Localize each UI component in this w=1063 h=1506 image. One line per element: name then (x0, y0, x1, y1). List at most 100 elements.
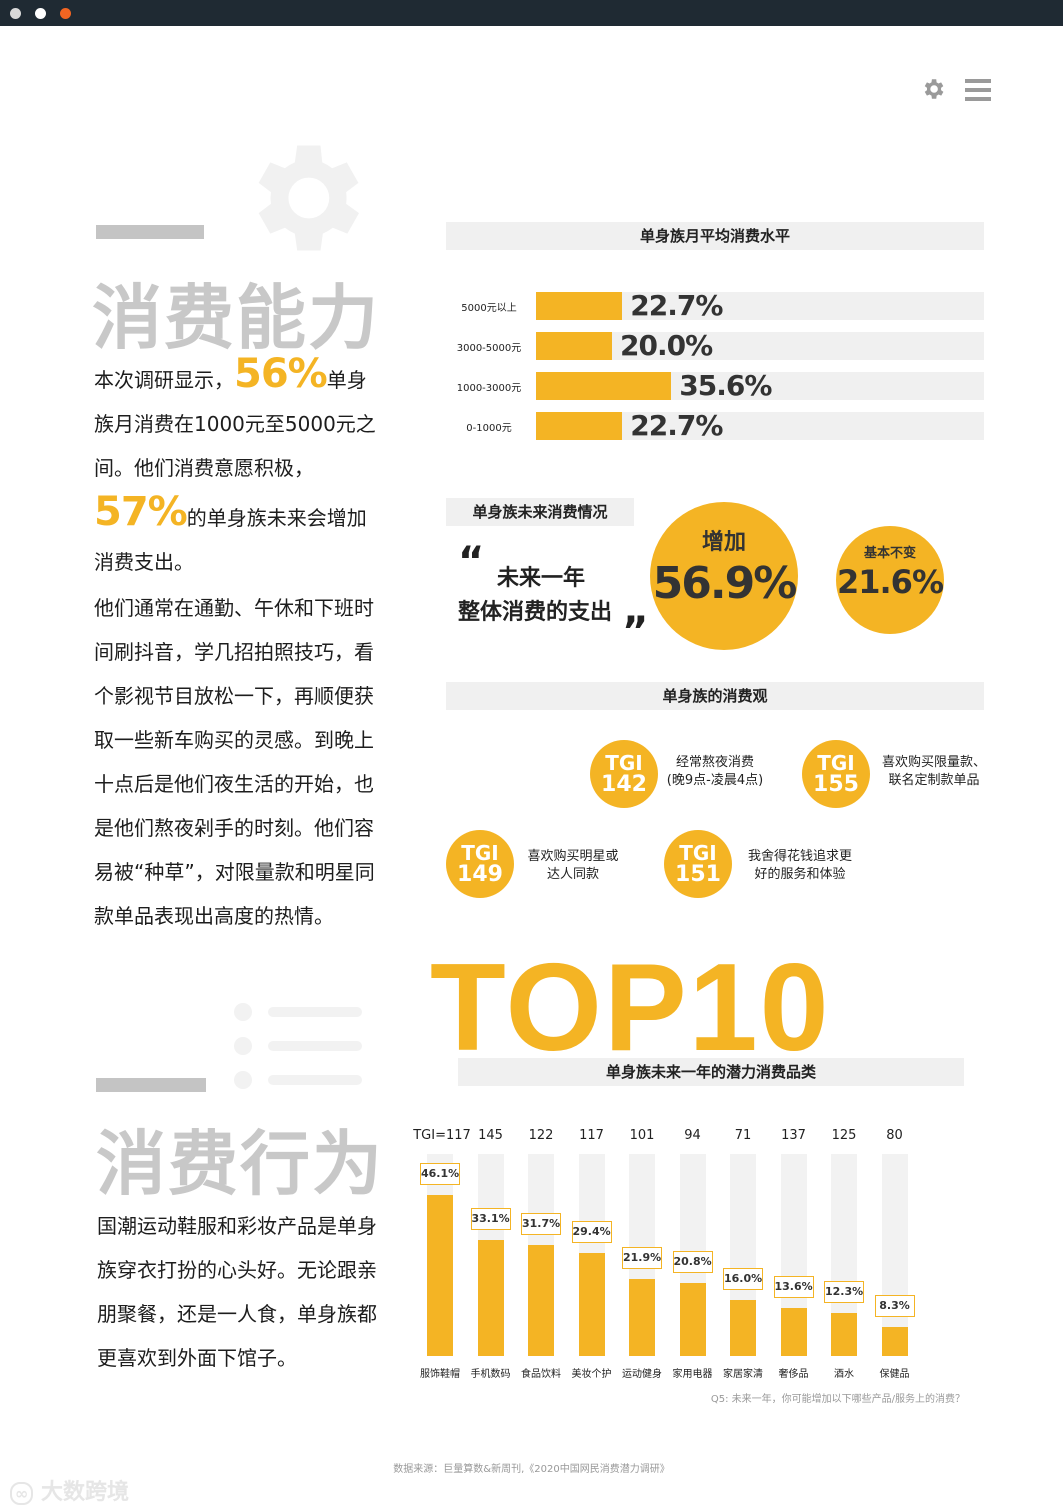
tgi-description-line: 喜欢购买明星或 (527, 849, 619, 864)
monthly-row-fill (536, 372, 672, 400)
top10-title: 单身族未来一年的潜力消费品类 (458, 1058, 964, 1086)
top10-heading: TOP10 (430, 939, 831, 1077)
tgi-badge-label: TGI (817, 751, 855, 775)
highlight-57-percent: 57% (94, 489, 188, 535)
column-bar (528, 1245, 554, 1356)
data-source: 数据来源：巨量算数&新周刊,《2020中国网民消费潜力调研》 (393, 1464, 670, 1475)
settings-gear-icon[interactable] (920, 76, 946, 106)
column-value-label: 12.3% (824, 1280, 864, 1303)
tgi-badge-number: 151 (675, 862, 721, 887)
column-value-label: 46.1% (420, 1162, 460, 1185)
column-bar (881, 1326, 908, 1356)
decorative-gear-icon (228, 128, 378, 272)
monthly-row-label: 3000-5000元 (456, 343, 522, 354)
tgi-description-line: 好的服务和体验 (754, 867, 846, 882)
section-divider-bar (96, 225, 204, 239)
category-label: 食品饮料 (521, 1369, 561, 1380)
tgi-description: 我舍得花钱追求更 好的服务和体验 (738, 848, 862, 884)
category-label: 运动健身 (622, 1369, 662, 1380)
unchanged-label: 基本不变 (863, 546, 916, 561)
column-value-label: 8.3% (874, 1294, 915, 1317)
category-label: 美妆个护 (571, 1369, 612, 1380)
monthly-row-value: 22.7% (630, 409, 723, 442)
tgi-value: 122 (528, 1128, 554, 1143)
quote-line-2: 整体消费的支出 (458, 600, 613, 625)
para1-text-a: 本次调研显示， (94, 368, 234, 392)
section1-paragraph-1: 本次调研显示，56%单身族月消费在1000元至5000元之间。他们消费意愿积极，… (94, 352, 384, 584)
quote-line-1: 未来一年 (497, 566, 586, 591)
tgi-value: 145 (478, 1128, 503, 1143)
monthly-row-label: 5000元以上 (461, 303, 517, 314)
column-value-label: 31.7% (521, 1213, 561, 1236)
tgi-badge: TGI 151 (664, 830, 732, 898)
monthly-row-fill (536, 412, 623, 440)
column-bar (629, 1279, 655, 1356)
monthly-row-value: 35.6% (679, 369, 772, 402)
column-value-label: 29.4% (571, 1221, 612, 1244)
column-bar (679, 1283, 706, 1356)
monthly-row: 1000-3000元 35.6% (446, 369, 986, 402)
column-value-label: 21.9% (622, 1247, 662, 1270)
column-track (881, 1154, 908, 1356)
category-label: 家用电器 (672, 1369, 713, 1380)
increase-label: 增加 (701, 530, 746, 555)
tgi-badge: TGI 149 (446, 830, 514, 898)
monthly-spending-title: 单身族月平均消费水平 (446, 222, 984, 250)
monthly-row: 5000元以上 22.7% (446, 289, 986, 322)
column-bar (578, 1253, 605, 1356)
column-bar (427, 1194, 453, 1356)
category-label: 服饰鞋帽 (420, 1369, 460, 1380)
section1-paragraph-2: 他们通常在通勤、午休和下班时间刷抖音，学几招拍照技巧，看个影视节目放松一下，再顺… (94, 596, 375, 928)
highlight-56-percent: 56% (234, 351, 328, 397)
para1-text-c: 的单身族未来会增加消费支出。 (94, 506, 367, 574)
tgi-value: TGI=117 (413, 1128, 471, 1143)
column-value-label: 13.6% (773, 1276, 814, 1299)
window-dot-3[interactable] (60, 8, 71, 19)
tgi-badge-number: 149 (457, 862, 503, 887)
tgi-value: 101 (629, 1128, 655, 1143)
tgi-value: 137 (781, 1128, 806, 1143)
watermark: ∞ 大数跨境 (10, 1474, 129, 1506)
decorative-list-icon (232, 1000, 362, 1096)
monthly-row: 0-1000元 22.7% (446, 409, 986, 442)
question-note: Q5: 未来一年，你可能增加以下哪些产品/服务上的消费？ (710, 1394, 965, 1405)
para1-text-b: 单身族月消费在1000元至5000元之间。他们消费意愿积极， (94, 368, 376, 480)
future-spending-title: 单身族未来消费情况 (446, 498, 634, 526)
tgi-badge-number: 155 (813, 772, 859, 797)
watermark-logo-icon: ∞ (10, 1481, 34, 1505)
tgi-description-line: 我舍得花钱追求更 (747, 849, 852, 864)
column-value-label: 33.1% (470, 1208, 511, 1231)
monthly-row-label: 1000-3000元 (456, 383, 522, 394)
column-bar (477, 1240, 504, 1356)
section-title-consumption-ability: 消费能力 (92, 277, 380, 359)
category-label: 保健品 (879, 1369, 910, 1380)
top10-chart: TGI=117 46.1% 服饰鞋帽 145 33.1% 手机数码 122 31.7% 食品饮料… (400, 1120, 980, 1382)
tgi-description: 喜欢购买限量款、 联名定制款单品 (878, 754, 990, 790)
tgi-badge: TGI 142 (590, 740, 658, 808)
tgi-badge: TGI 155 (802, 740, 870, 808)
tgi-description-line: 经常熬夜消费 (675, 755, 754, 770)
tgi-badge-label: TGI (605, 751, 643, 775)
tgi-value: 94 (684, 1128, 701, 1143)
menu-icon[interactable] (965, 78, 991, 106)
window-titlebar (0, 0, 1063, 26)
open-quote-mark: “ (458, 539, 485, 585)
column-bar (831, 1312, 857, 1356)
column-bar (730, 1300, 756, 1356)
section2-paragraph: 国潮运动鞋服和彩妆产品是单身族穿衣打扮的心头好。无论跟亲朋聚餐，还是一人食，单身… (97, 1214, 377, 1370)
tgi-description-line: (晚9点-凌晨4点) (666, 773, 764, 788)
tgi-description: 经常熬夜消费 (晚9点-凌晨4点) (660, 754, 770, 790)
tgi-value: 125 (831, 1128, 857, 1143)
window-dot-2[interactable] (35, 8, 46, 19)
monthly-row-fill (536, 332, 612, 360)
section-title-consumption-behavior: 消费行为 (96, 1123, 384, 1205)
monthly-row: 3000-5000元 20.0% (446, 329, 986, 362)
monthly-row-fill (536, 292, 623, 320)
close-quote-mark: ” (622, 609, 649, 655)
tgi-description-line: 喜欢购买限量款、 (881, 755, 986, 770)
section-divider-bar (96, 1078, 206, 1092)
category-label: 家居家清 (723, 1369, 763, 1380)
tgi-badge-label: TGI (461, 841, 499, 865)
window-dot-1[interactable] (10, 8, 21, 19)
unchanged-circle: 基本不变 21.6% (836, 526, 944, 634)
